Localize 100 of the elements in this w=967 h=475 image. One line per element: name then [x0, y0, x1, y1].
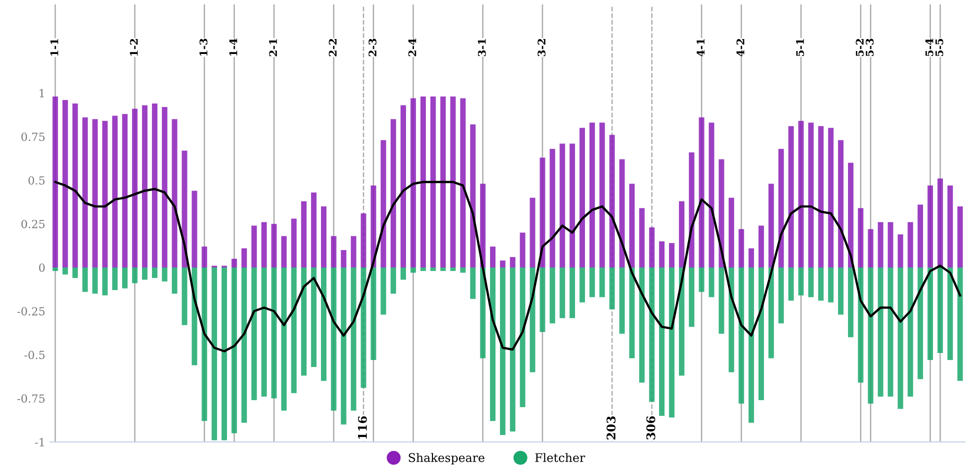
bar [798, 267, 804, 296]
bar [380, 267, 386, 315]
bar [609, 267, 615, 310]
y-tick-label: -0.75 [17, 394, 45, 403]
bar [132, 267, 138, 284]
bar [937, 267, 943, 353]
bar [828, 267, 834, 302]
bar [212, 267, 218, 440]
bar [350, 267, 356, 411]
bar [619, 159, 625, 268]
x-tick-label: 3-2 [538, 39, 546, 56]
bar [370, 185, 376, 268]
bar [281, 267, 287, 411]
bar [589, 267, 595, 298]
bar [350, 236, 356, 268]
bar [251, 226, 257, 268]
bar [370, 267, 376, 360]
bar [301, 267, 307, 376]
bar [918, 267, 924, 380]
bar [838, 267, 844, 315]
bar [530, 267, 536, 372]
bar [520, 232, 526, 268]
legend-label: Fletcher [535, 452, 586, 462]
bar [202, 267, 208, 422]
bar [898, 267, 904, 409]
bar [599, 122, 605, 268]
bar [291, 218, 297, 268]
bar [718, 267, 724, 334]
bar [162, 267, 168, 282]
bar [698, 267, 704, 292]
y-tick-label: 0 [39, 263, 45, 272]
bar [241, 248, 247, 268]
bar [878, 222, 884, 268]
bar [858, 267, 864, 383]
bar [728, 198, 734, 268]
bar [908, 222, 914, 268]
y-tick-label: -1 [35, 438, 44, 446]
bar [182, 150, 188, 268]
bar [718, 159, 724, 268]
bar [222, 267, 228, 440]
bar [430, 267, 436, 271]
x-tick-label: 1-2 [130, 39, 138, 56]
bar [570, 267, 576, 318]
bar [72, 103, 78, 268]
bar [232, 258, 237, 268]
bar [490, 246, 496, 268]
x-tick-label: 1-3 [200, 38, 208, 56]
x-tick-label: 4-1 [696, 39, 704, 56]
bar [808, 267, 814, 298]
bar [52, 267, 58, 271]
bar [788, 126, 794, 268]
bar [918, 204, 924, 268]
x-tick-label: 2-1 [269, 39, 277, 56]
bar [848, 267, 854, 338]
bar [678, 201, 684, 268]
bar [768, 184, 774, 268]
bar [470, 267, 476, 299]
bar [92, 267, 98, 294]
y-tick-label: -0.25 [17, 307, 45, 316]
bar [390, 267, 396, 294]
x-tick-label: 116 [358, 416, 367, 439]
bar [868, 229, 874, 268]
bar [192, 190, 198, 268]
bar [888, 222, 894, 268]
bar [82, 267, 88, 292]
bar [957, 267, 963, 381]
bar [848, 162, 854, 268]
bar [708, 267, 714, 298]
bar [52, 96, 58, 268]
bar [530, 198, 536, 268]
bar [311, 192, 317, 268]
x-tick-label: 5-3 [866, 38, 874, 56]
bar [858, 208, 864, 268]
bar [152, 103, 158, 268]
bar [311, 267, 317, 367]
bar [460, 98, 466, 268]
bar [202, 246, 208, 268]
bar [838, 140, 844, 268]
bar [639, 267, 645, 383]
bar [738, 229, 744, 268]
bar [609, 134, 615, 268]
y-tick-label: 1 [40, 88, 44, 98]
x-tick-label: 1-4 [229, 38, 238, 56]
bar [818, 126, 824, 268]
bar [957, 206, 963, 268]
x-tick-label: 5-1 [796, 39, 804, 56]
bar [798, 120, 804, 268]
bar [758, 267, 764, 400]
bar [540, 267, 546, 332]
bar [808, 122, 814, 268]
bar [72, 267, 78, 278]
bar [947, 267, 953, 360]
bar [748, 267, 754, 423]
bar [400, 267, 406, 280]
bar [520, 267, 526, 408]
bar [62, 267, 68, 274]
bar [868, 267, 874, 404]
x-tick-label: 4-2 [736, 39, 744, 56]
line-series [54, 180, 962, 352]
bar [251, 267, 257, 400]
